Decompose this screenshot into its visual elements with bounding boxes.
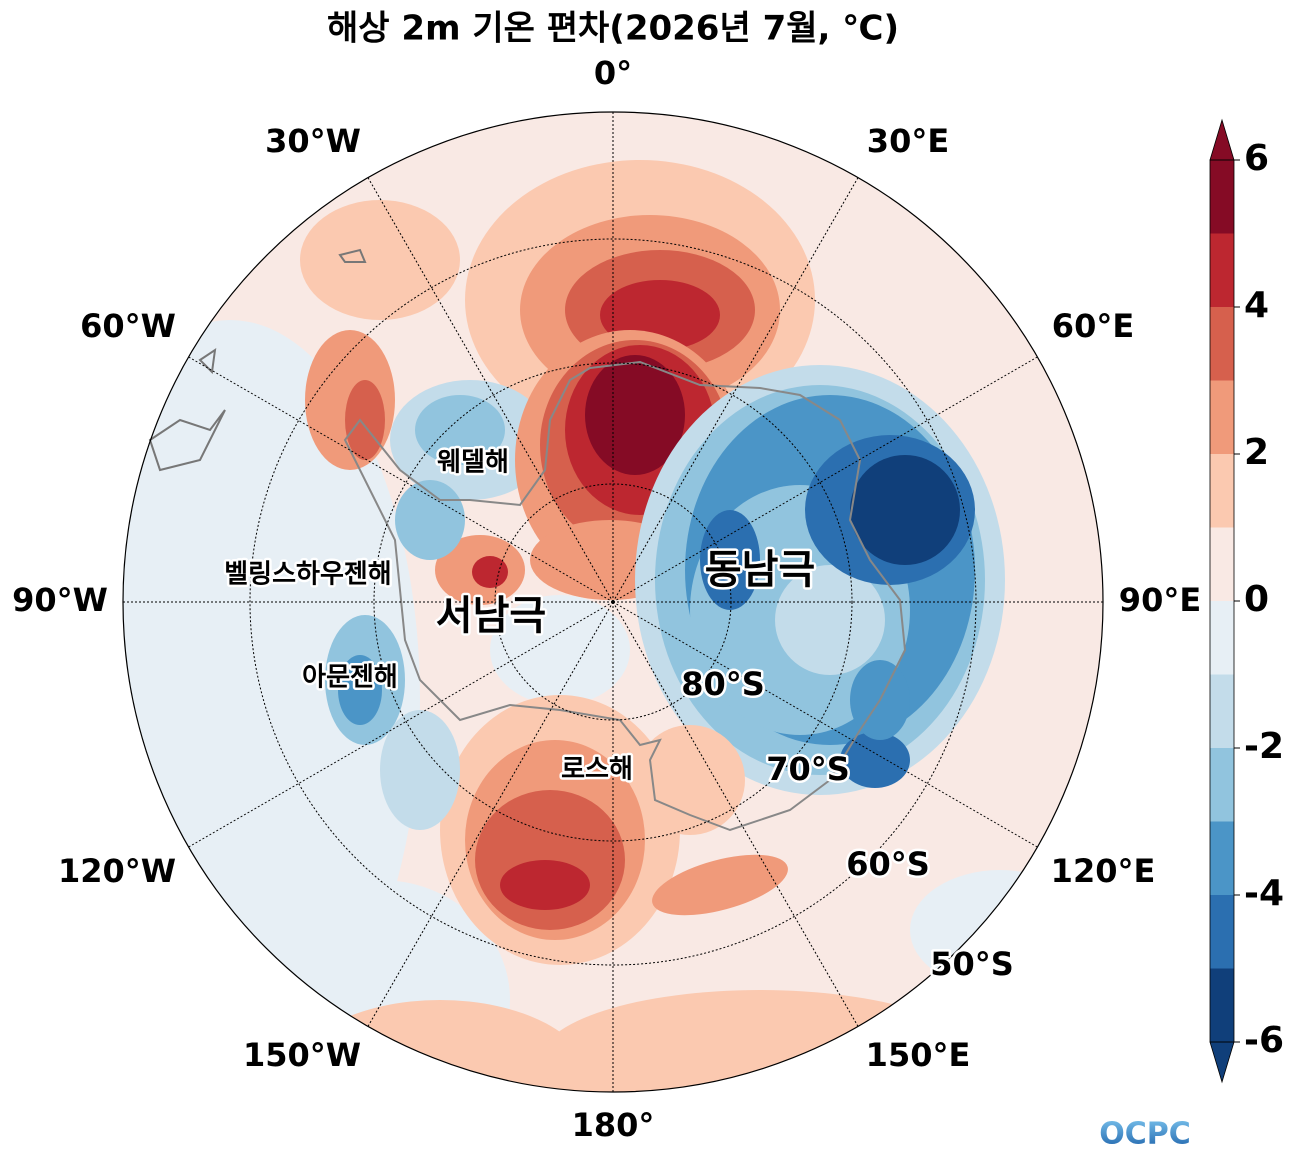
- anomaly-contour: [775, 565, 885, 675]
- meridian-label: 150°E: [866, 1036, 971, 1074]
- meridian-line: [612, 177, 859, 603]
- colorbar-bin: [1210, 674, 1234, 748]
- parallel-label: 70°S: [766, 750, 850, 788]
- anomaly-contour: [585, 355, 685, 475]
- meridian-label: 30°W: [265, 122, 361, 160]
- graticule: [123, 112, 1103, 1092]
- parallel-line: [373, 362, 853, 842]
- anomaly-contour: [380, 710, 460, 830]
- anomaly-contour: [300, 200, 460, 320]
- meridian-label: 60°E: [1052, 307, 1134, 345]
- anomaly-contour: [652, 854, 788, 916]
- meridian-label: 60°W: [80, 307, 176, 345]
- anomaly-contour: [500, 860, 590, 910]
- meridian-line: [188, 356, 614, 603]
- colorbar-tick-label: 2: [1244, 432, 1269, 473]
- colorbar-tick-label: -4: [1244, 873, 1284, 914]
- meridian-line: [612, 601, 859, 1027]
- colorbar-bin: [1210, 895, 1234, 969]
- region-label: 웨델해: [437, 448, 509, 478]
- colorbar-bin: [1210, 748, 1234, 822]
- colorbar-bin: [1210, 527, 1234, 601]
- meridian-line: [188, 601, 614, 848]
- map-boundary: [122, 111, 1104, 1093]
- colorbar-extend-bottom: [1209, 1041, 1235, 1084]
- anomaly-contour: [490, 595, 630, 705]
- region-label: 서남극: [436, 593, 546, 639]
- anomaly-contour: [290, 1000, 590, 1092]
- anomaly-contour: [415, 395, 505, 465]
- colorbar-tick-label: -6: [1244, 1020, 1284, 1061]
- anomaly-contour: [840, 732, 910, 788]
- title: 해상 2m 기온 편차(2026년 7월, ℃): [327, 9, 899, 49]
- logo: OCPC: [1099, 1117, 1191, 1152]
- colorbar-tick-label: -2: [1244, 726, 1284, 767]
- meridian-line: [367, 601, 614, 1027]
- anomaly-field: [123, 112, 1103, 1092]
- parallel-label: 60°S: [846, 845, 930, 883]
- colorbar-tick-label: 4: [1244, 285, 1269, 326]
- colorbar: -6 -4 -2 0 2 4 6: [1209, 118, 1284, 1084]
- parallel-label: 50°S: [930, 945, 1014, 983]
- anomaly-contour: [472, 556, 508, 588]
- meridian-line: [367, 177, 614, 603]
- colorbar-bin: [1210, 307, 1234, 381]
- coastline: [343, 360, 907, 832]
- meridian-label: 90°E: [1119, 581, 1201, 619]
- meridian-label: 0°: [594, 54, 632, 92]
- meridian-line: [612, 601, 1038, 848]
- meridian-label: 150°W: [243, 1036, 361, 1074]
- region-label: 벨링스하우젠해: [224, 560, 391, 590]
- region-label: 로스해: [561, 755, 633, 785]
- colorbar-bin: [1210, 160, 1234, 234]
- meridian-label: 90°W: [12, 581, 108, 619]
- colorbar-tick-label: 6: [1244, 138, 1269, 179]
- colorbar-bin: [1210, 454, 1234, 528]
- colorbar-bin: [1210, 380, 1234, 454]
- meridian-label: 180°: [572, 1106, 655, 1144]
- colorbar-tick-label: 0: [1244, 579, 1269, 620]
- region-label: 동남극: [705, 547, 815, 593]
- anomaly-contour: [338, 655, 382, 725]
- colorbar-bin: [1210, 233, 1234, 307]
- anomaly-contour: [345, 380, 385, 460]
- parallel-label: 80°S: [681, 665, 765, 703]
- meridian-label: 30°E: [867, 122, 949, 160]
- colorbar-bin: [1210, 968, 1234, 1042]
- colorbar-bin: [1210, 821, 1234, 895]
- region-label: 아문젠해: [302, 663, 398, 693]
- meridian-label: 120°W: [58, 852, 176, 890]
- meridian-label: 120°E: [1051, 852, 1156, 890]
- coastline-islands: [148, 248, 367, 472]
- colorbar-extend-top: [1209, 118, 1235, 161]
- meridian-line: [612, 356, 1038, 603]
- colorbar-bin: [1210, 601, 1234, 675]
- anomaly-contour: [635, 725, 745, 835]
- anomaly-contour: [700, 510, 760, 610]
- parallel-line: [249, 238, 977, 966]
- anomaly-contour: [850, 455, 960, 565]
